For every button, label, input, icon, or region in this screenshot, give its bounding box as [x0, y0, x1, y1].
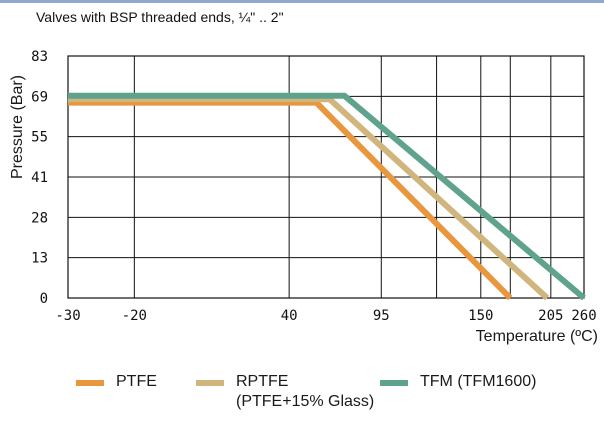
chart-title: Valves with BSP threaded ends, ¼" .. 2" — [36, 9, 284, 25]
y-tick-label: 83 — [31, 49, 48, 65]
series-line-ptfe — [68, 99, 513, 301]
y-tick-label: 0 — [40, 291, 48, 307]
legend-item-ptfe: PTFE — [76, 372, 157, 392]
x-tick-label: 40 — [281, 308, 298, 324]
x-axis-label: Temperature (ºC) — [475, 328, 598, 345]
legend-swatch-tfm — [380, 380, 408, 386]
x-tick-label: -20 — [122, 308, 147, 324]
legend-label-rptfe-note: (PTFE+15% Glass) — [236, 393, 375, 410]
y-tick-label: 13 — [31, 251, 48, 267]
legend-item-rptfe: RPTFE (PTFE+15% Glass) — [196, 372, 374, 412]
x-tick-label: 95 — [373, 308, 390, 324]
legend-item-tfm: TFM (TFM1600) — [380, 372, 536, 392]
x-tick-label: 205 — [538, 308, 563, 324]
y-tick-label: 41 — [31, 170, 48, 186]
legend-label-rptfe: RPTFE — [236, 373, 289, 390]
pressure-temperature-chart: 0 13 28 41 55 69 83 -30 -20 40 95 150 205 260 — [31, 49, 597, 324]
legend-label-ptfe: PTFE — [116, 373, 157, 390]
series-line-rptfe — [68, 96, 550, 301]
x-tick-label: 260 — [571, 308, 596, 324]
x-tick-label: 150 — [468, 308, 493, 324]
legend-swatch-ptfe — [76, 380, 104, 386]
header-rule — [0, 0, 604, 3]
legend-label-tfm: TFM (TFM1600) — [420, 373, 537, 390]
y-tick-label: 55 — [31, 130, 48, 146]
legend: PTFE RPTFE (PTFE+15% Glass) TFM (TFM1600… — [0, 372, 604, 428]
x-tick-label: -30 — [55, 308, 80, 324]
y-tick-label: 69 — [31, 89, 48, 105]
series-line-tfm — [68, 92, 586, 301]
y-tick-label: 28 — [31, 210, 48, 226]
legend-swatch-rptfe — [196, 380, 224, 386]
